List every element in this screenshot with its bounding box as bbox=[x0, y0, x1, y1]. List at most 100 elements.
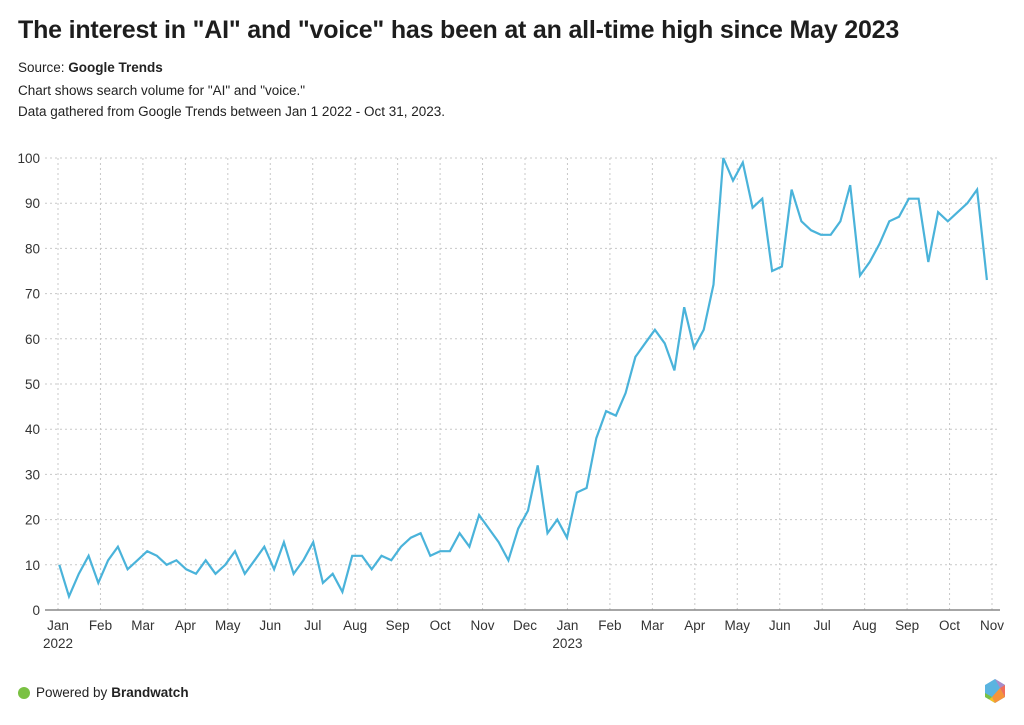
data-point bbox=[322, 582, 324, 584]
data-point bbox=[449, 550, 451, 552]
data-point bbox=[312, 541, 314, 543]
data-point bbox=[596, 437, 598, 439]
data-point bbox=[693, 347, 695, 349]
data-point bbox=[430, 555, 432, 557]
x-tick-label: Sep bbox=[895, 618, 919, 633]
x-tick-label: Mar bbox=[641, 618, 665, 633]
data-point bbox=[937, 211, 939, 213]
data-point bbox=[771, 270, 773, 272]
x-tick-label: Dec bbox=[513, 618, 537, 633]
brandwatch-hexagon-icon[interactable] bbox=[983, 678, 1007, 704]
data-point bbox=[840, 221, 842, 223]
data-point bbox=[195, 573, 197, 575]
data-point bbox=[264, 546, 266, 548]
x-tick-year-label: 2022 bbox=[43, 636, 73, 651]
data-point bbox=[625, 392, 627, 394]
data-point bbox=[371, 569, 373, 571]
x-tick-label: Jun bbox=[769, 618, 791, 633]
source-line: Source: Google Trends bbox=[18, 60, 163, 75]
powered-by-label: Powered by bbox=[36, 685, 108, 700]
series bbox=[58, 157, 988, 600]
x-tick-label: Jun bbox=[259, 618, 281, 633]
x-tick-label: Jul bbox=[814, 618, 831, 633]
x-tick-year-label: 2023 bbox=[552, 636, 582, 651]
data-point bbox=[703, 329, 705, 331]
description-line-1: Chart shows search volume for "AI" and "… bbox=[18, 83, 306, 98]
data-point bbox=[59, 564, 61, 566]
data-point bbox=[615, 415, 617, 417]
data-point bbox=[107, 560, 109, 562]
data-point bbox=[498, 541, 500, 543]
y-tick-label: 60 bbox=[25, 332, 40, 347]
brandwatch-dot-icon bbox=[18, 686, 30, 699]
data-point bbox=[127, 569, 129, 571]
x-tick-label: Apr bbox=[175, 618, 197, 633]
data-point bbox=[205, 560, 207, 562]
data-point bbox=[713, 284, 715, 286]
description-line-2: Data gathered from Google Trends between… bbox=[18, 104, 446, 119]
data-point bbox=[391, 560, 393, 562]
data-point bbox=[976, 189, 978, 191]
y-tick-label: 70 bbox=[25, 287, 40, 302]
data-point bbox=[68, 596, 70, 598]
data-point bbox=[576, 492, 578, 494]
data-point bbox=[918, 198, 920, 200]
data-point bbox=[459, 532, 461, 534]
y-tick-label: 90 bbox=[25, 196, 40, 211]
x-tick-label: May bbox=[215, 618, 241, 633]
data-point bbox=[557, 519, 559, 521]
x-tick-label: Jul bbox=[304, 618, 321, 633]
data-point bbox=[762, 198, 764, 200]
y-tick-label: 100 bbox=[17, 151, 40, 166]
data-point bbox=[879, 243, 881, 245]
data-point bbox=[166, 564, 168, 566]
series-line bbox=[58, 157, 988, 600]
x-tick-label: Apr bbox=[684, 618, 706, 633]
data-point bbox=[420, 532, 422, 534]
data-point bbox=[215, 573, 217, 575]
data-point bbox=[469, 546, 471, 548]
data-point bbox=[889, 221, 891, 223]
y-tick-label: 0 bbox=[32, 603, 40, 618]
data-point bbox=[810, 230, 812, 232]
data-point bbox=[732, 180, 734, 182]
data-point bbox=[234, 550, 236, 552]
data-point bbox=[137, 560, 139, 562]
data-point bbox=[303, 560, 305, 562]
data-point bbox=[439, 550, 441, 552]
data-point bbox=[869, 261, 871, 263]
data-point bbox=[332, 573, 334, 575]
data-point bbox=[400, 546, 402, 548]
data-point bbox=[908, 198, 910, 200]
chart-title: The interest in "AI" and "voice" has bee… bbox=[18, 16, 900, 44]
data-point bbox=[635, 356, 637, 358]
y-tick-label: 30 bbox=[25, 467, 40, 482]
data-point bbox=[957, 211, 959, 213]
data-point bbox=[947, 221, 949, 223]
data-point bbox=[478, 514, 480, 516]
data-point bbox=[361, 555, 363, 557]
x-tick-label: Sep bbox=[386, 618, 410, 633]
data-point bbox=[508, 560, 510, 562]
source-name: Google Trends bbox=[68, 60, 163, 75]
data-point bbox=[644, 343, 646, 345]
data-point bbox=[967, 202, 969, 204]
data-point bbox=[488, 528, 490, 530]
data-point bbox=[664, 343, 666, 345]
data-point bbox=[254, 560, 256, 562]
data-point bbox=[244, 573, 246, 575]
data-point bbox=[566, 537, 568, 539]
y-tick-label: 40 bbox=[25, 422, 40, 437]
data-point bbox=[351, 555, 353, 557]
brand-name: Brandwatch bbox=[111, 685, 189, 700]
data-point bbox=[859, 275, 861, 277]
data-point bbox=[293, 573, 295, 575]
x-tick-label: Jan bbox=[47, 618, 69, 633]
data-point bbox=[146, 550, 148, 552]
data-point bbox=[381, 555, 383, 557]
data-point bbox=[820, 234, 822, 236]
data-point bbox=[849, 184, 851, 186]
x-tick-label: Aug bbox=[343, 618, 367, 633]
data-point bbox=[654, 329, 656, 331]
x-tick-label: Nov bbox=[471, 618, 495, 633]
